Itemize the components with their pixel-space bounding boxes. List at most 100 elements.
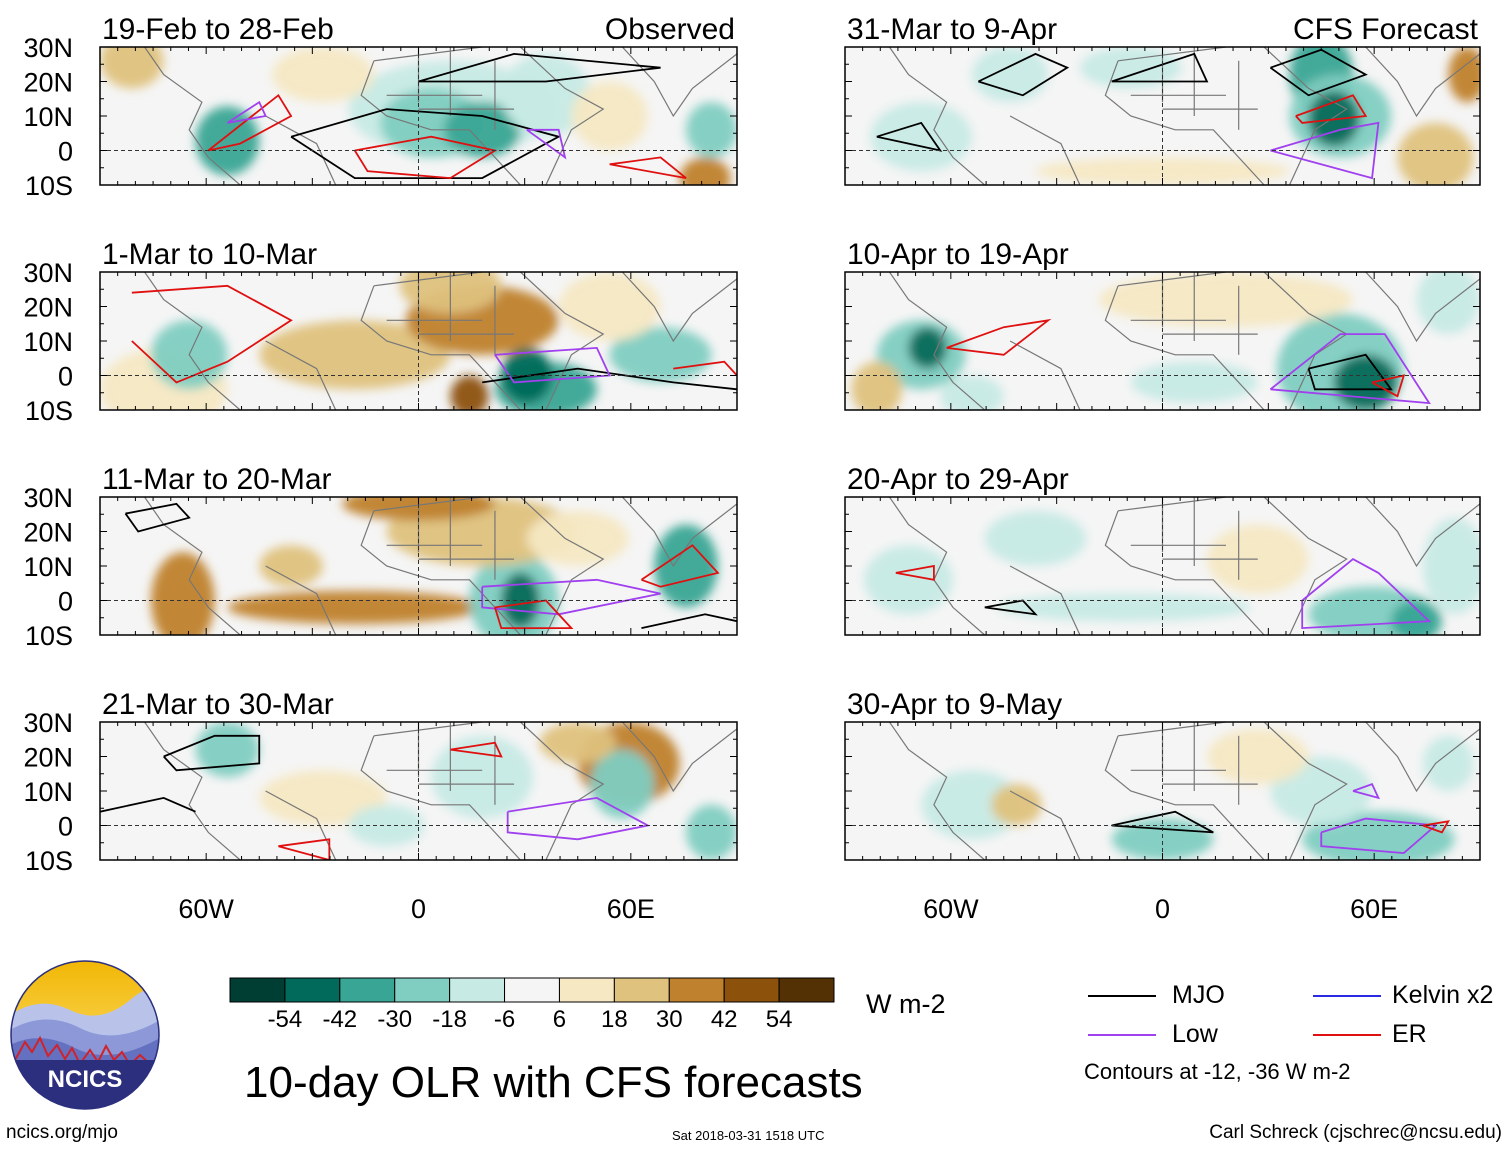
coastline <box>888 497 986 635</box>
coastline <box>888 722 986 860</box>
panel-period-title: 19-Feb to 28-Feb <box>102 13 334 46</box>
latitude-label: 10N <box>23 102 73 132</box>
olr-anomaly-shading <box>271 47 374 103</box>
map-panel-o3: 21-Mar to 30-Mar 30N 20N 10N 0 10S 60W 0 60E <box>23 688 738 924</box>
olr-anomaly-shading <box>227 590 483 624</box>
coastline <box>1263 497 1348 635</box>
footer-url[interactable]: ncics.org/mjo <box>6 1122 118 1143</box>
figure-title: 10-day OLR with CFS forecasts <box>244 1058 863 1107</box>
olr-anomaly-shading <box>590 749 655 819</box>
footer-credit: Carl Schreck (cjschrec@ncsu.edu) <box>1209 1122 1502 1143</box>
coastline <box>360 60 521 185</box>
colorbar <box>229 977 835 1008</box>
wave-contour <box>1320 817 1438 855</box>
colorbar-swatch <box>504 977 560 1003</box>
coastline <box>265 565 337 635</box>
colorbar-tick-label: -18 <box>432 1006 467 1033</box>
map-panel-f3: 30-Apr to 9-May 60W 0 60E <box>844 688 1481 924</box>
latitude-label: 0 <box>58 587 73 617</box>
coastline <box>1365 722 1480 793</box>
wave-contour <box>1371 374 1406 398</box>
colorbar-swatch <box>449 977 506 1003</box>
longitude-label: 0 <box>1155 894 1170 924</box>
footer-timestamp: Sat 2018-03-31 1518 UTC <box>672 1128 825 1143</box>
latitude-label: 10N <box>23 327 73 357</box>
coastline <box>1009 565 1081 635</box>
coastline <box>373 722 483 737</box>
coastline <box>888 47 986 185</box>
wave-contour <box>131 284 293 384</box>
panel-period-title: 20-Apr to 29-Apr <box>847 463 1069 496</box>
contours-note: Contours at -12, -36 W m-2 <box>1084 1059 1351 1084</box>
latitude-label: 20N <box>23 293 73 323</box>
olr-anomaly-shading <box>431 735 534 819</box>
legend-low-label: Low <box>1172 1020 1218 1048</box>
olr-anomaly-shading <box>558 272 661 341</box>
colorbar-swatch <box>229 977 286 1003</box>
logo-text: NCICS <box>48 1066 123 1093</box>
wave-contour <box>418 52 661 83</box>
olr-anomaly-shading <box>609 327 712 383</box>
coastline <box>1117 497 1227 512</box>
wave-contour <box>640 544 720 588</box>
colorbar-tick-label: -42 <box>322 1006 358 1033</box>
colorbar-tick-label: -6 <box>493 1006 516 1033</box>
colorbar-swatch <box>613 977 670 1003</box>
legend-kelvin-label: Kelvin x2 <box>1392 981 1494 1009</box>
olr-anomaly-shading <box>686 102 737 158</box>
olr-anomaly-shading <box>1391 600 1442 635</box>
panel-period-title: 11-Mar to 20-Mar <box>102 463 332 496</box>
coastline <box>1117 272 1227 287</box>
coastline <box>144 47 241 185</box>
legend-er-line <box>1313 1034 1381 1036</box>
coastline <box>144 497 241 635</box>
wave-contour <box>278 838 331 860</box>
colorbar-swatch <box>668 977 725 1003</box>
olr-anomaly-shading <box>1422 517 1480 615</box>
colorbar-tick-label: 54 <box>765 1006 793 1033</box>
coastline <box>360 285 521 410</box>
coastline <box>621 722 737 793</box>
wave-contour <box>450 741 503 758</box>
colorbar-tick-label: 42 <box>710 1006 738 1033</box>
latitude-label: 10S <box>25 171 73 201</box>
olr-anomaly-shading <box>1397 122 1474 185</box>
wave-contour <box>494 346 611 384</box>
colorbar-swatch <box>558 977 615 1003</box>
olr-anomaly-shading <box>991 784 1042 826</box>
olr-anomaly-shading <box>864 545 953 615</box>
panel-period-title: 1-Mar to 10-Mar <box>102 238 317 271</box>
longitude-label: 0 <box>411 894 426 924</box>
coastline <box>1104 510 1265 635</box>
panel-period-title: 30-Apr to 9-May <box>847 688 1062 721</box>
wave-contour <box>673 360 737 377</box>
wave-contour <box>1269 48 1368 97</box>
wave-contour <box>1270 121 1380 180</box>
olr-anomaly-shading <box>679 157 731 185</box>
coastline <box>520 47 605 185</box>
wave-contour <box>1352 782 1381 800</box>
wave-contour <box>506 796 651 841</box>
coastline <box>520 272 605 410</box>
coastline <box>373 497 483 512</box>
olr-anomaly-shading <box>1333 354 1398 410</box>
olr-anomaly-shading <box>259 320 451 390</box>
latitude-label: 30N <box>23 33 73 63</box>
olr-anomaly-shading <box>686 804 737 860</box>
colorbar-tick-label: 30 <box>655 1006 683 1033</box>
olr-anomaly-shading <box>1035 157 1290 185</box>
legend-er-label: ER <box>1392 1020 1427 1048</box>
olr-anomaly-shading <box>940 375 1004 410</box>
coastline <box>1104 285 1265 410</box>
coastline <box>1263 722 1348 860</box>
coastline <box>621 497 737 568</box>
coastline <box>621 272 737 343</box>
coastline <box>1117 722 1227 737</box>
panel-type-label: CFS Forecast <box>1293 13 1479 46</box>
coastline <box>373 272 483 287</box>
map-panel-o1: 1-Mar to 10-Mar 30N 20N 10N 0 10S <box>23 238 738 426</box>
longitude-label: 60W <box>178 894 234 924</box>
wave-contour <box>876 121 943 152</box>
olr-anomaly-shading <box>1111 818 1214 860</box>
map-panel-f1: 10-Apr to 19-Apr <box>844 238 1481 411</box>
